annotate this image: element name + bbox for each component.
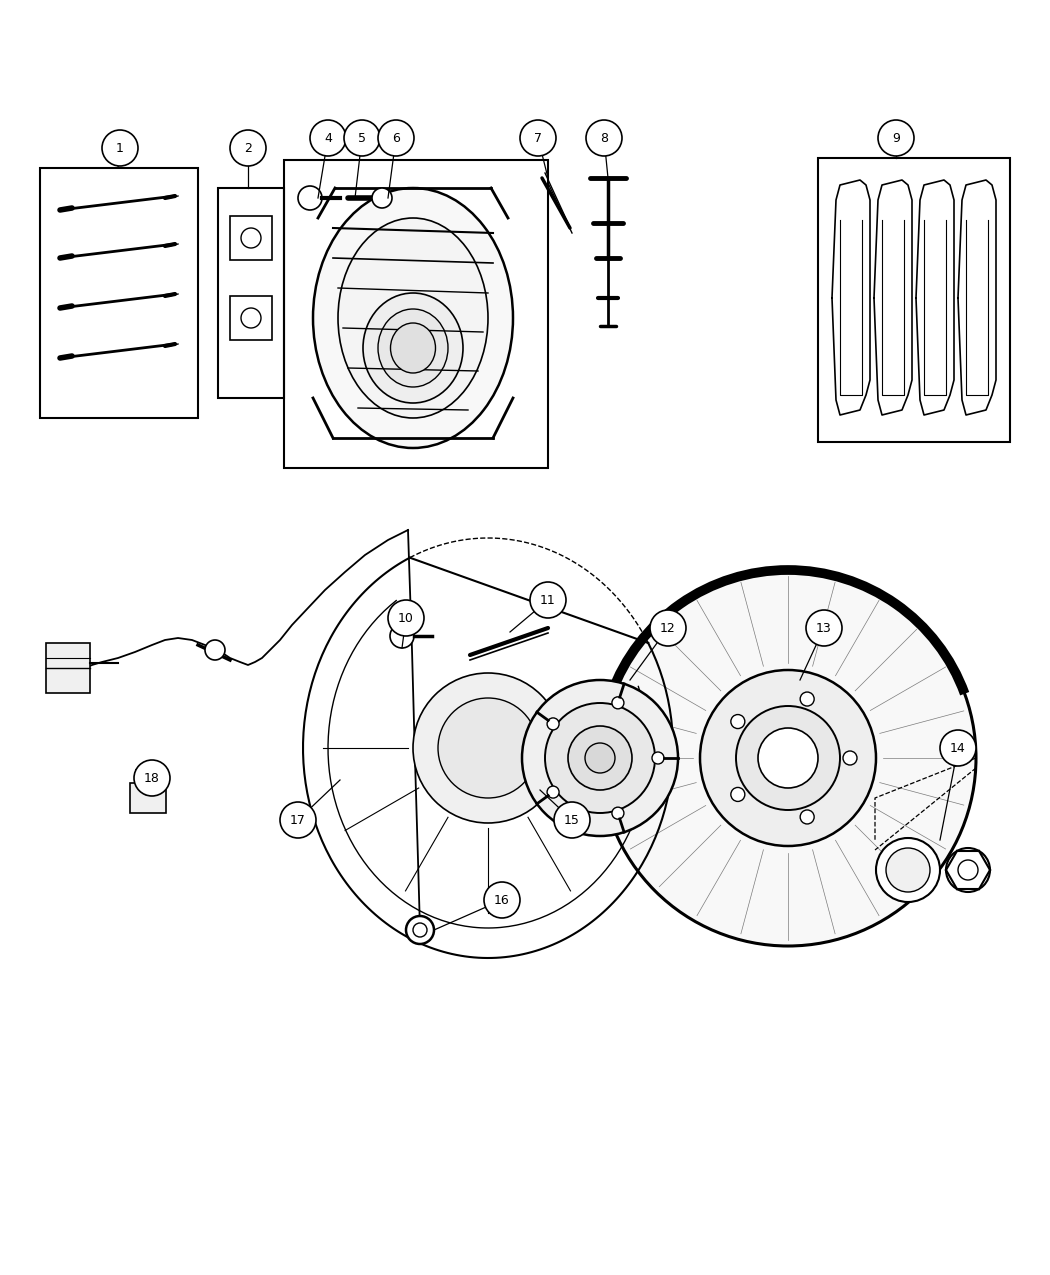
Circle shape xyxy=(547,718,559,729)
Circle shape xyxy=(700,669,876,847)
Circle shape xyxy=(230,130,266,166)
Bar xyxy=(284,159,548,468)
Circle shape xyxy=(102,130,138,166)
Text: 17: 17 xyxy=(290,813,306,826)
Circle shape xyxy=(242,309,261,328)
Circle shape xyxy=(280,802,316,838)
Circle shape xyxy=(806,609,842,646)
Circle shape xyxy=(586,120,622,156)
Circle shape xyxy=(800,810,814,824)
Bar xyxy=(130,783,166,813)
Circle shape xyxy=(310,120,347,156)
Circle shape xyxy=(438,697,538,798)
Circle shape xyxy=(600,570,976,946)
Circle shape xyxy=(522,680,678,836)
Text: 6: 6 xyxy=(392,131,400,144)
Text: 18: 18 xyxy=(144,771,160,784)
Circle shape xyxy=(547,787,559,798)
Text: 11: 11 xyxy=(540,593,555,607)
Text: 10: 10 xyxy=(398,612,414,625)
Circle shape xyxy=(958,861,978,880)
Circle shape xyxy=(378,120,414,156)
Circle shape xyxy=(242,228,261,249)
Text: 8: 8 xyxy=(600,131,608,144)
Circle shape xyxy=(731,788,744,802)
Circle shape xyxy=(843,751,857,765)
Circle shape xyxy=(484,882,520,918)
Ellipse shape xyxy=(363,293,463,403)
Circle shape xyxy=(731,714,744,728)
Text: 1: 1 xyxy=(117,142,124,154)
Bar xyxy=(818,158,1010,442)
Bar xyxy=(230,215,272,260)
Ellipse shape xyxy=(313,187,513,448)
Bar xyxy=(230,296,272,340)
Circle shape xyxy=(530,581,566,618)
Circle shape xyxy=(878,120,914,156)
Circle shape xyxy=(413,673,563,822)
Text: 7: 7 xyxy=(534,131,542,144)
Text: 14: 14 xyxy=(950,742,966,755)
Circle shape xyxy=(650,609,686,646)
Circle shape xyxy=(554,802,590,838)
Circle shape xyxy=(406,915,434,944)
Text: 13: 13 xyxy=(816,621,832,635)
Circle shape xyxy=(568,725,632,790)
Ellipse shape xyxy=(338,218,488,418)
Circle shape xyxy=(390,623,414,648)
Circle shape xyxy=(876,838,940,901)
Circle shape xyxy=(612,697,624,709)
Circle shape xyxy=(388,601,424,636)
Circle shape xyxy=(652,752,664,764)
Circle shape xyxy=(612,807,624,819)
Text: 4: 4 xyxy=(324,131,332,144)
Circle shape xyxy=(886,848,930,892)
Circle shape xyxy=(372,187,392,208)
Circle shape xyxy=(134,760,170,796)
Ellipse shape xyxy=(391,323,436,374)
Text: 15: 15 xyxy=(564,813,580,826)
Bar xyxy=(40,168,198,418)
Circle shape xyxy=(758,728,818,788)
Text: 9: 9 xyxy=(892,131,900,144)
Circle shape xyxy=(520,120,556,156)
Circle shape xyxy=(205,640,225,660)
Text: 12: 12 xyxy=(660,621,676,635)
Text: 2: 2 xyxy=(244,142,252,154)
Bar xyxy=(46,643,90,694)
Circle shape xyxy=(298,186,322,210)
Circle shape xyxy=(800,692,814,706)
Circle shape xyxy=(940,731,976,766)
Text: 16: 16 xyxy=(495,894,510,907)
Ellipse shape xyxy=(378,309,448,388)
Circle shape xyxy=(413,923,427,937)
Circle shape xyxy=(736,706,840,810)
Circle shape xyxy=(545,703,655,813)
Circle shape xyxy=(585,743,615,773)
Bar xyxy=(218,187,284,398)
Text: 5: 5 xyxy=(358,131,366,144)
Circle shape xyxy=(344,120,380,156)
